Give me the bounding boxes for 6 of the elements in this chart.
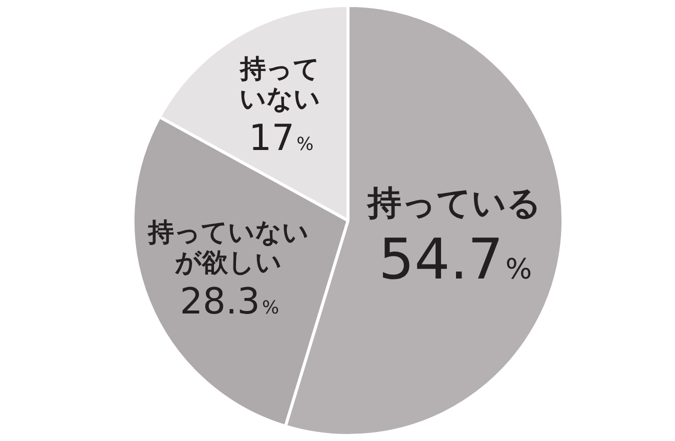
slice-label: 持っていないが欲しい <box>147 218 310 278</box>
data-label: 54.7% <box>378 227 532 292</box>
slice-label: 持っていない <box>239 54 321 115</box>
data-label: 28.3% <box>180 281 280 322</box>
slice-label: 持っている <box>365 184 542 224</box>
data-label: 17% <box>248 118 314 160</box>
